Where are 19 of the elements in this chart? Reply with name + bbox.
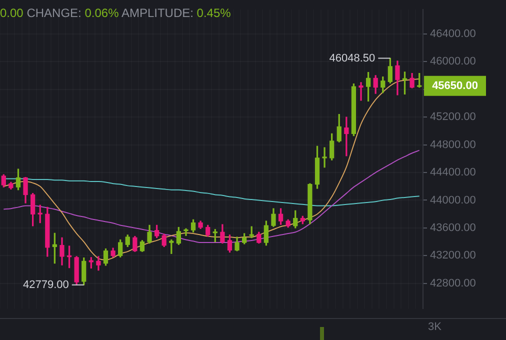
text: 45650.00 xyxy=(432,80,478,92)
chart-title: 0.00 CHANGE: 0.06% AMPLITUDE: 0.45% xyxy=(0,6,231,20)
candlestick xyxy=(358,82,364,101)
annotation: 46048.50 xyxy=(329,52,376,64)
annotation: 42779.00 xyxy=(22,278,69,291)
y-tick-label: 43200.00 xyxy=(430,250,476,262)
candlestick xyxy=(184,228,188,236)
candlestick xyxy=(322,147,327,168)
y-tick-label: 46400.00 xyxy=(430,28,476,40)
y-tick-label: 46000.00 xyxy=(430,56,476,68)
y-tick-label: 44000.00 xyxy=(430,194,476,206)
y-tick-label: 44400.00 xyxy=(430,166,476,179)
y-tick-label: 43600.00 xyxy=(430,222,476,234)
y-tick-label: 42800.00 xyxy=(430,277,476,290)
candlestick xyxy=(344,116,349,156)
y-tick-label: 44800.00 xyxy=(430,138,476,151)
line-series xyxy=(3,178,420,206)
text: 3K xyxy=(428,321,442,333)
y-tick-label: 45200.00 xyxy=(430,111,476,124)
